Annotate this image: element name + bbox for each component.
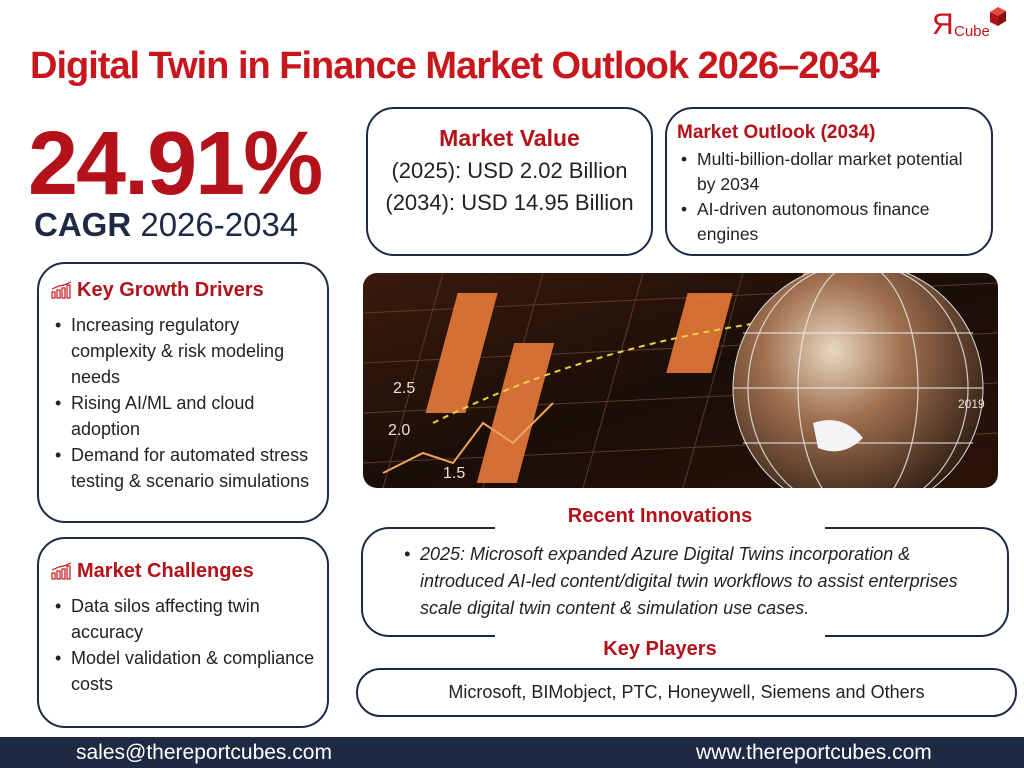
axis-label: 1.5 [443, 465, 465, 482]
key-players-card: Microsoft, BIMobject, PTC, Honeywell, Si… [356, 668, 1017, 717]
challenges-heading: Market Challenges [77, 560, 254, 582]
axis-label: 2.0 [388, 422, 410, 439]
footer-email[interactable]: sales@thereportcubes.com [76, 741, 332, 764]
list-item: Increasing regulatory complexity & risk … [51, 312, 315, 390]
list-item: Rising AI/ML and cloud adoption [51, 390, 315, 442]
recent-innovations-card: 2025: Microsoft expanded Azure Digital T… [361, 527, 1009, 637]
border-gap [495, 634, 825, 640]
growth-drivers-card: Key Growth Drivers Increasing regulatory… [37, 262, 329, 523]
challenges-card: Market Challenges Data silos affecting t… [37, 537, 329, 728]
list-item: Demand for automated stress testing & sc… [51, 442, 315, 494]
cagr-text: CAGR [34, 206, 132, 243]
cagr-value: 24.91% [28, 114, 323, 214]
market-outlook-heading: Market Outlook (2034) [677, 122, 876, 143]
finance-globe-image: 2.5 2.0 1.5 2019 [363, 273, 998, 488]
bar-chart-growth-icon [51, 281, 72, 299]
svg-text:Cube: Cube [954, 23, 990, 40]
cagr-period: 2026-2034 [140, 206, 299, 243]
market-value-2034: (2034): USD 14.95 Billion [385, 190, 634, 215]
footer: sales@thereportcubes.com www.thereportcu… [0, 737, 1024, 768]
bar-chart-growth-icon [51, 562, 72, 580]
list-item: Data silos affecting twin accuracy [51, 593, 315, 645]
market-value-card: Market Value (2025): USD 2.02 Billion (2… [366, 107, 653, 256]
growth-drivers-heading: Key Growth Drivers [77, 279, 264, 301]
axis-label: 2019 [958, 397, 985, 411]
border-gap [495, 524, 825, 530]
market-value-heading: Market Value [439, 125, 580, 151]
logo: Я Cube [932, 4, 1012, 41]
page-title: Digital Twin in Finance Market Outlook 2… [30, 45, 880, 87]
key-players-heading: Key Players [603, 638, 717, 660]
list-item: AI-driven autonomous finance engines [677, 197, 981, 247]
list-item: Model validation & compliance costs [51, 645, 315, 697]
list-item: 2025: Microsoft expanded Azure Digital T… [400, 541, 999, 622]
svg-text:Я: Я [932, 8, 954, 40]
list-item: Multi-billion-dollar market potential by… [677, 147, 981, 197]
market-outlook-card: Market Outlook (2034) Multi-billion-doll… [665, 107, 993, 256]
cagr-label: CAGR 2026-2034 [34, 206, 298, 244]
footer-website[interactable]: www.thereportcubes.com [696, 741, 932, 764]
market-value-2025: (2025): USD 2.02 Billion [391, 158, 628, 183]
axis-label: 2.5 [393, 380, 415, 397]
recent-innovations-heading: Recent Innovations [567, 505, 753, 527]
